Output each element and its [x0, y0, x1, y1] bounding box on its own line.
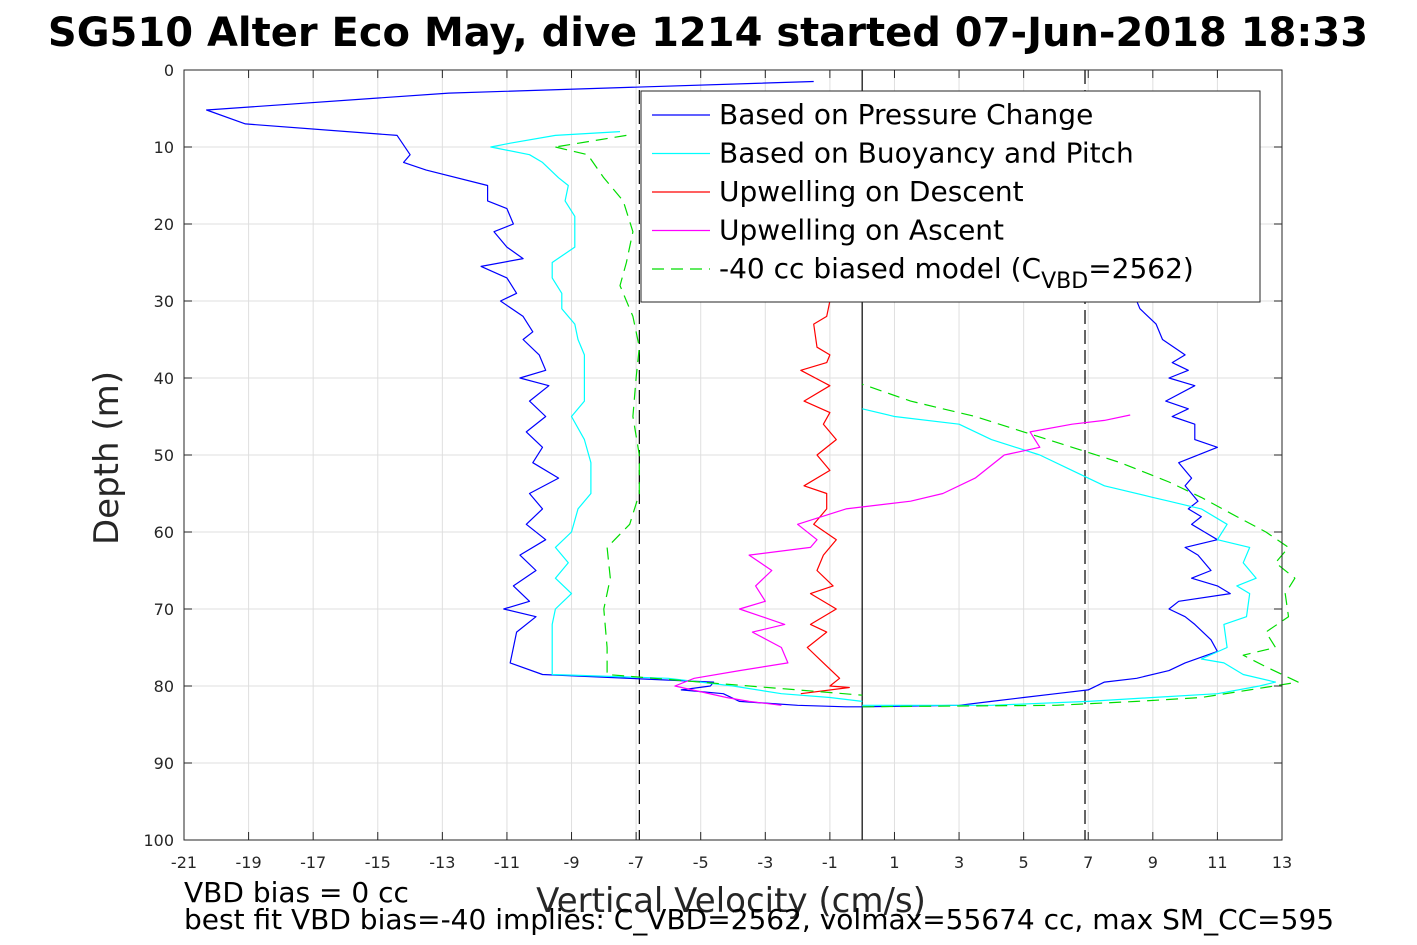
vbd-bias-note: VBD bias = 0 cc — [184, 876, 409, 909]
legend-box — [640, 90, 1261, 303]
series-model_top — [555, 134, 627, 148]
x-tick-label: -1 — [822, 853, 838, 872]
legend: Based on Pressure Change Based on Buoyanc… — [640, 90, 1261, 303]
series-model — [555, 146, 863, 696]
x-tick-label: 9 — [1148, 853, 1158, 872]
x-tick-label: 1 — [889, 853, 899, 872]
x-tick-label: 3 — [954, 853, 964, 872]
y-tick-label: 0 — [164, 61, 174, 80]
y-tick-label: 100 — [143, 831, 174, 850]
series-up_desc — [800, 300, 850, 695]
x-tick-label: -5 — [693, 853, 709, 872]
y-tick-label: 90 — [154, 754, 174, 773]
x-tick-label: 5 — [1019, 853, 1029, 872]
x-tick-label: -15 — [365, 853, 391, 872]
legend-subscript: VBD — [1041, 269, 1088, 294]
series-buoyancy_asc — [862, 408, 1277, 706]
series-buoyancy_desc — [490, 131, 863, 702]
x-tick-label: -11 — [494, 853, 520, 872]
y-axis-label: Depth (m) — [87, 371, 127, 545]
x-tick-label: 11 — [1207, 853, 1227, 872]
y-tick-label: 20 — [154, 215, 174, 234]
series-model_asc — [862, 383, 1299, 708]
y-tick-label: 50 — [154, 446, 174, 465]
x-tick-label: -9 — [564, 853, 580, 872]
series-up_asc — [674, 414, 1131, 706]
y-tick-label: 80 — [154, 677, 174, 696]
x-tick-label: 13 — [1272, 853, 1292, 872]
y-tick-label: 40 — [154, 369, 174, 388]
legend-label-up_asc: Upwelling on Ascent — [719, 214, 1004, 247]
x-tick-label: -3 — [757, 853, 773, 872]
legend-label-buoyancy: Based on Buoyancy and Pitch — [719, 137, 1134, 170]
y-tick-label: 10 — [154, 138, 174, 157]
chart-title: SG510 Alter Eco May, dive 1214 started 0… — [48, 10, 1368, 56]
series-lines — [206, 80, 1299, 708]
x-axis-label: Vertical Velocity (cm/s) — [536, 881, 926, 921]
y-tick-label: 30 — [154, 292, 174, 311]
x-tick-label: 7 — [1083, 853, 1093, 872]
legend-label-up_desc: Upwelling on Descent — [719, 175, 1024, 208]
x-tick-label: -13 — [429, 853, 455, 872]
x-tick-label: -21 — [171, 853, 197, 872]
y-tick-label: 70 — [154, 600, 174, 619]
x-tick-label: -19 — [236, 853, 262, 872]
legend-label-end: =2562) — [1088, 252, 1194, 285]
x-tick-label: -17 — [300, 853, 326, 872]
ticks: -21 -19 -17 -15 -13 -11 -9 -7 -5 -3 -1 1 3 5 7 9 11 13010… — [143, 61, 1292, 872]
x-tick-label: -7 — [628, 853, 644, 872]
series-pressure_asc — [862, 300, 1231, 708]
y-tick-label: 60 — [154, 523, 174, 542]
best-fit-note: best fit VBD bias=-40 implies: C_VBD=256… — [184, 903, 1334, 936]
series-pressure_desc — [206, 80, 863, 708]
legend-label-pressure: Based on Pressure Change — [719, 98, 1093, 131]
